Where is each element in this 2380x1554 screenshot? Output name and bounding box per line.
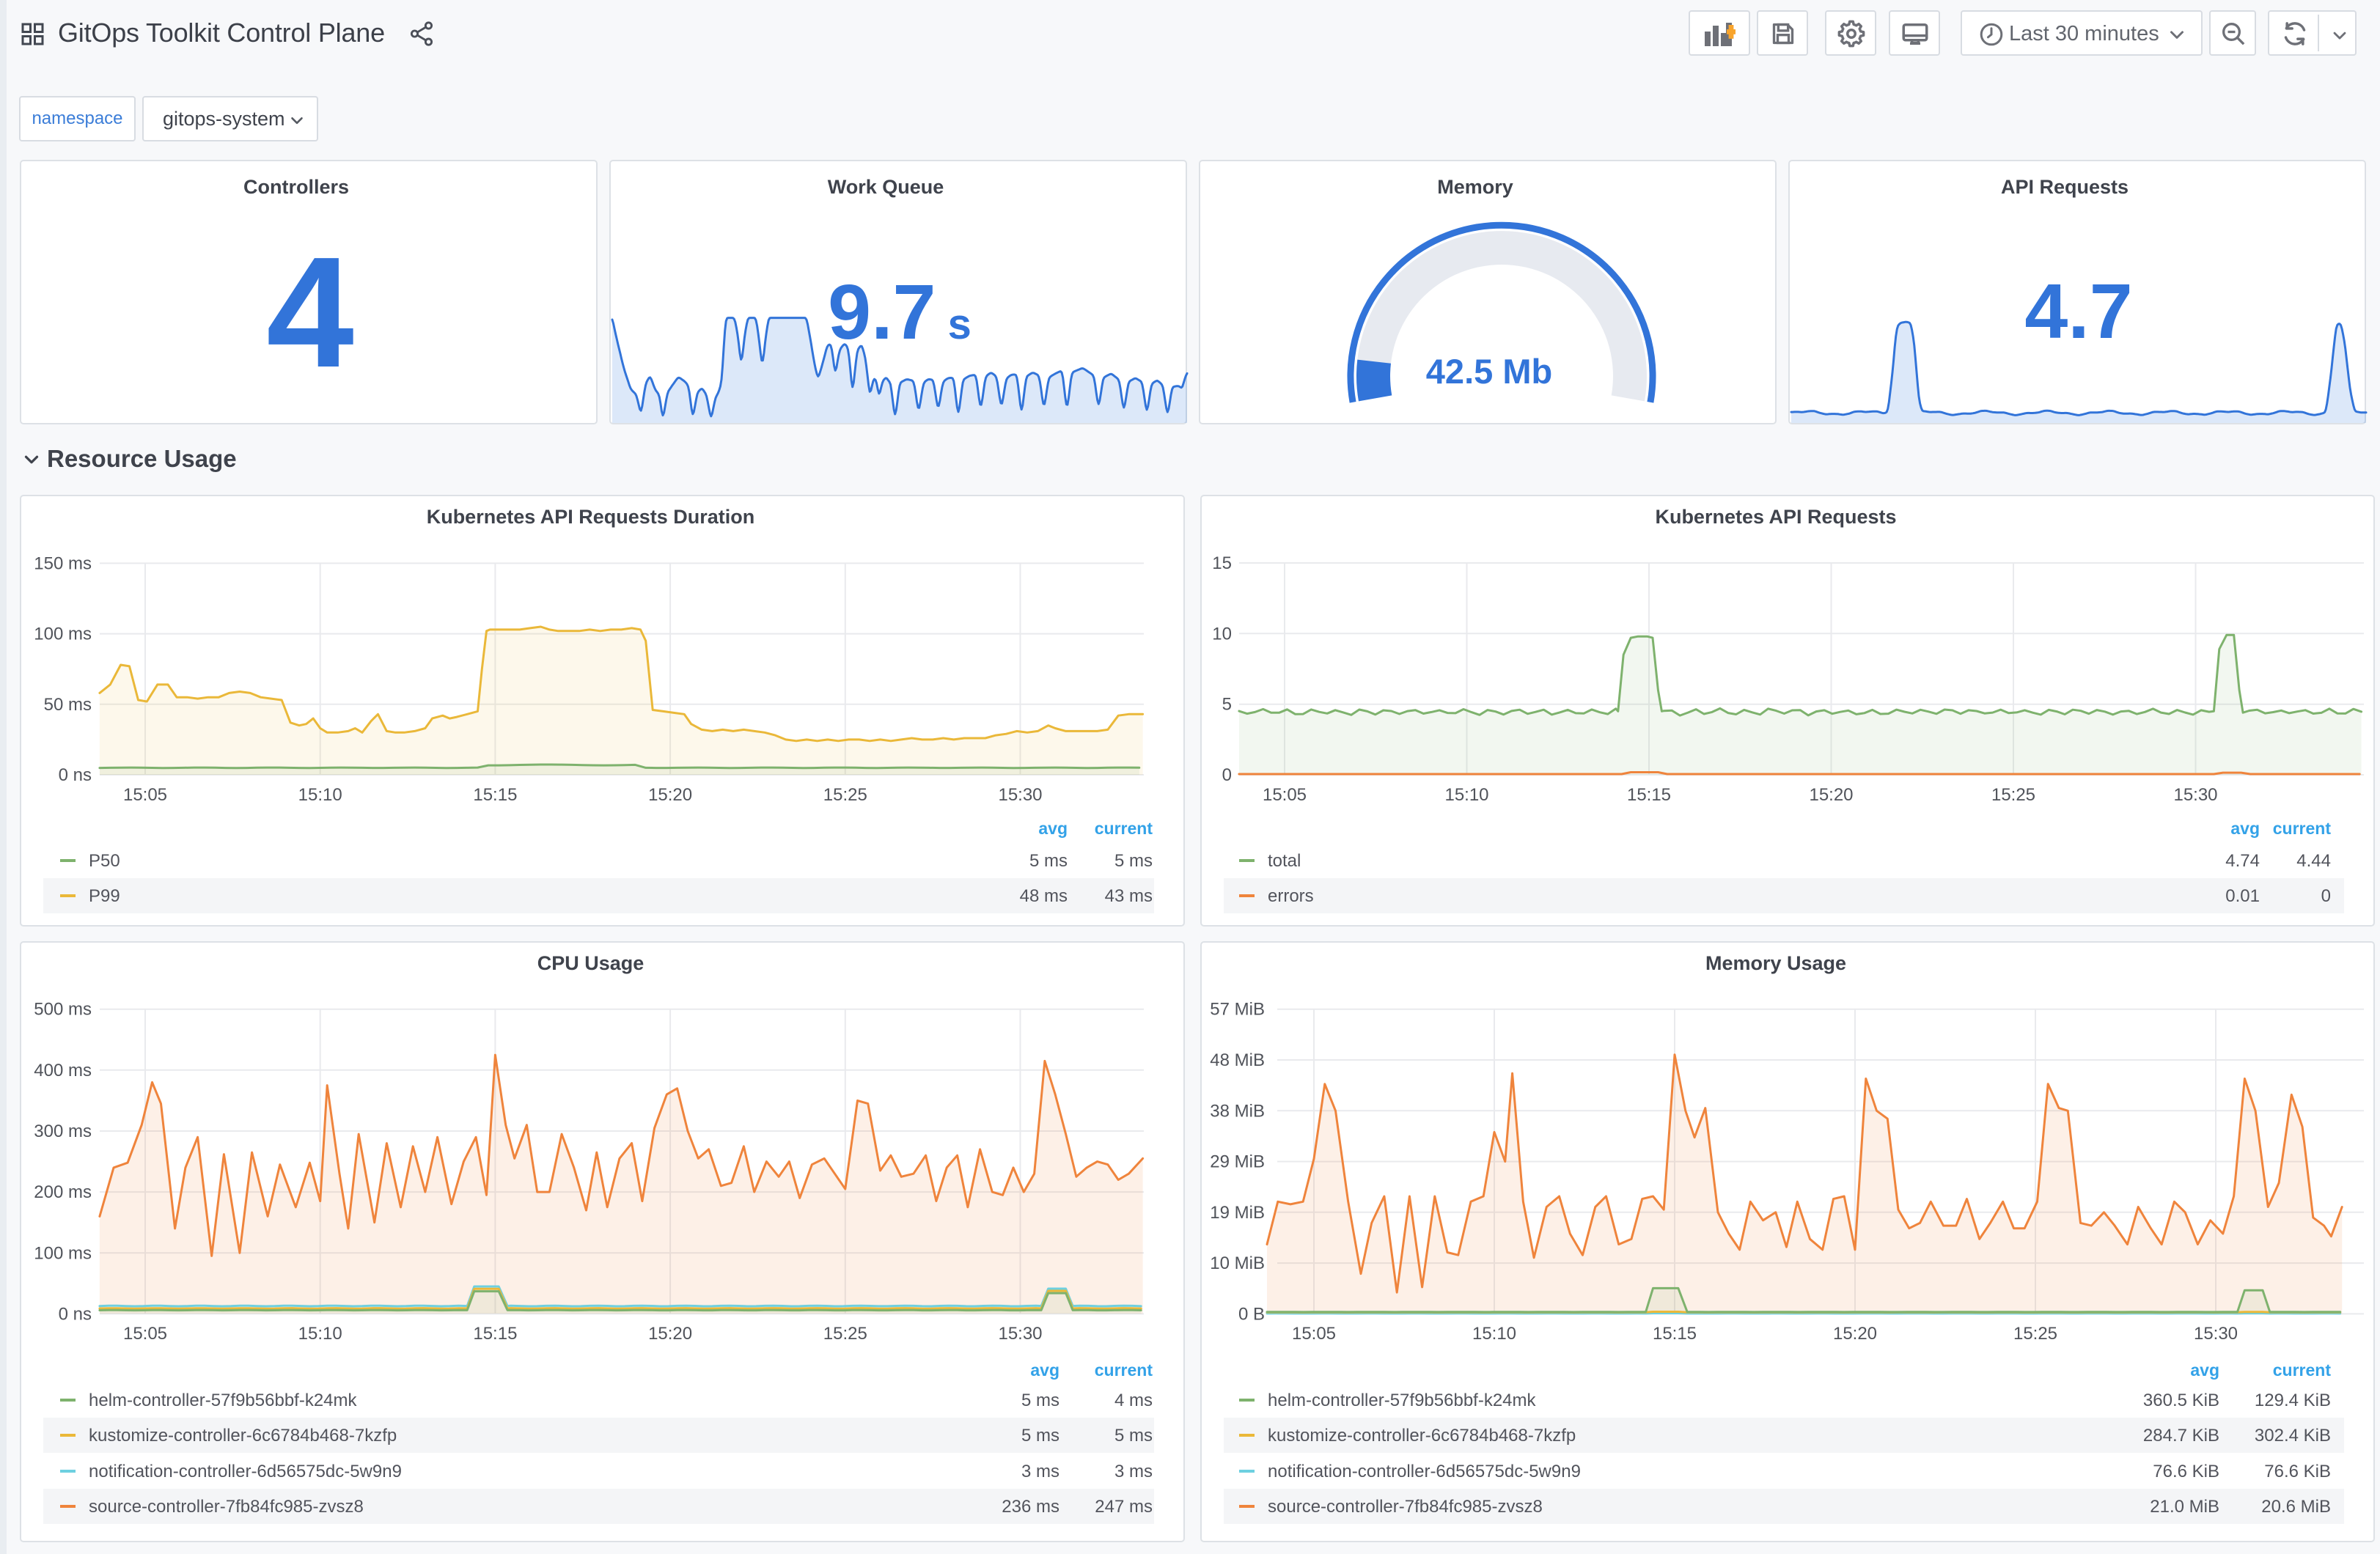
svg-text:50 ms: 50 ms — [44, 695, 92, 715]
svg-text:3 ms: 3 ms — [1021, 1462, 1059, 1481]
svg-text:Memory Usage: Memory Usage — [1705, 952, 1846, 974]
svg-text:200 ms: 200 ms — [34, 1182, 92, 1202]
svg-text:15:25: 15:25 — [1991, 785, 2035, 805]
svg-text:76.6 KiB: 76.6 KiB — [2153, 1462, 2219, 1481]
svg-text:avg: avg — [2230, 819, 2260, 838]
svg-text:236 ms: 236 ms — [1002, 1497, 1059, 1517]
svg-text:5 ms: 5 ms — [1114, 851, 1153, 871]
svg-text:P50: P50 — [89, 851, 120, 871]
svg-text:15:15: 15:15 — [1627, 785, 1671, 805]
svg-text:4 ms: 4 ms — [1114, 1391, 1153, 1410]
svg-text:15:15: 15:15 — [1653, 1324, 1697, 1344]
svg-text:4.44: 4.44 — [2296, 851, 2331, 871]
svg-text:current: current — [1095, 1360, 1153, 1380]
svg-text:notification-controller-6d5657: notification-controller-6d56575dc-5w9n9 — [89, 1462, 402, 1481]
svg-text:current: current — [2273, 1360, 2332, 1380]
svg-text:total: total — [1268, 851, 1301, 871]
svg-text:helm-controller-57f9b56bbf-k24: helm-controller-57f9b56bbf-k24mk — [89, 1391, 358, 1410]
svg-text:15:20: 15:20 — [1833, 1324, 1877, 1344]
svg-text:Kubernetes API Requests Durati: Kubernetes API Requests Duration — [427, 506, 755, 528]
svg-text:avg: avg — [1030, 1360, 1059, 1380]
svg-text:15:25: 15:25 — [2013, 1324, 2057, 1344]
svg-text:284.7 KiB: 284.7 KiB — [2143, 1426, 2219, 1446]
svg-text:kustomize-controller-6c6784b46: kustomize-controller-6c6784b468-7kzfp — [89, 1426, 397, 1446]
svg-text:5 ms: 5 ms — [1114, 1426, 1153, 1446]
svg-text:3 ms: 3 ms — [1114, 1462, 1153, 1481]
svg-text:15:05: 15:05 — [123, 785, 167, 805]
svg-text:Kubernetes API Requests: Kubernetes API Requests — [1655, 506, 1896, 528]
svg-text:48 MiB: 48 MiB — [1210, 1050, 1265, 1070]
svg-text:129.4 KiB: 129.4 KiB — [2255, 1391, 2331, 1410]
svg-text:15:30: 15:30 — [998, 1324, 1042, 1344]
svg-text:0: 0 — [2321, 886, 2331, 906]
svg-text:48 ms: 48 ms — [1020, 886, 1068, 906]
svg-text:15:10: 15:10 — [298, 1324, 342, 1344]
svg-text:helm-controller-57f9b56bbf-k24: helm-controller-57f9b56bbf-k24mk — [1268, 1391, 1537, 1410]
svg-text:302.4 KiB: 302.4 KiB — [2255, 1426, 2331, 1446]
svg-text:100 ms: 100 ms — [34, 1243, 92, 1263]
svg-text:15:10: 15:10 — [1472, 1324, 1516, 1344]
svg-text:43 ms: 43 ms — [1105, 886, 1153, 906]
svg-text:5 ms: 5 ms — [1021, 1426, 1059, 1446]
svg-text:400 ms: 400 ms — [34, 1061, 92, 1080]
svg-text:20.6 MiB: 20.6 MiB — [2261, 1497, 2331, 1517]
svg-text:19 MiB: 19 MiB — [1210, 1203, 1265, 1223]
svg-text:300 ms: 300 ms — [34, 1122, 92, 1141]
svg-text:5: 5 — [1222, 695, 1232, 715]
svg-text:15:25: 15:25 — [823, 785, 867, 805]
svg-text:57 MiB: 57 MiB — [1210, 1000, 1265, 1020]
svg-text:source-controller-7fb84fc985-z: source-controller-7fb84fc985-zvsz8 — [1268, 1497, 1543, 1517]
svg-text:5 ms: 5 ms — [1029, 851, 1068, 871]
svg-text:15:10: 15:10 — [298, 785, 342, 805]
svg-text:notification-controller-6d5657: notification-controller-6d56575dc-5w9n9 — [1268, 1462, 1581, 1481]
svg-text:15:05: 15:05 — [1292, 1324, 1336, 1344]
svg-text:5 ms: 5 ms — [1021, 1391, 1059, 1410]
svg-text:15:30: 15:30 — [2173, 785, 2217, 805]
svg-text:avg: avg — [2190, 1360, 2219, 1380]
svg-text:38 MiB: 38 MiB — [1210, 1101, 1265, 1121]
svg-text:247 ms: 247 ms — [1095, 1497, 1153, 1517]
svg-text:P99: P99 — [89, 886, 120, 906]
svg-text:150 ms: 150 ms — [34, 553, 92, 573]
svg-text:76.6 KiB: 76.6 KiB — [2264, 1462, 2331, 1481]
svg-text:15:20: 15:20 — [648, 1324, 692, 1344]
svg-text:100 ms: 100 ms — [34, 625, 92, 644]
svg-text:kustomize-controller-6c6784b46: kustomize-controller-6c6784b468-7kzfp — [1268, 1426, 1576, 1446]
svg-text:0: 0 — [1222, 765, 1232, 785]
svg-text:360.5 KiB: 360.5 KiB — [2143, 1391, 2219, 1410]
svg-text:15:15: 15:15 — [473, 785, 517, 805]
svg-text:15:10: 15:10 — [1444, 785, 1488, 805]
svg-text:15:30: 15:30 — [2194, 1324, 2238, 1344]
svg-text:15:25: 15:25 — [823, 1324, 867, 1344]
svg-text:current: current — [2273, 819, 2332, 838]
svg-text:source-controller-7fb84fc985-z: source-controller-7fb84fc985-zvsz8 — [89, 1497, 364, 1517]
svg-text:42.5 Mb: 42.5 Mb — [1426, 352, 1552, 391]
svg-text:0 ns: 0 ns — [59, 765, 92, 785]
svg-text:29 MiB: 29 MiB — [1210, 1152, 1265, 1172]
svg-text:avg: avg — [1038, 819, 1068, 838]
svg-text:15:30: 15:30 — [998, 785, 1042, 805]
svg-text:15:15: 15:15 — [473, 1324, 517, 1344]
svg-text:15:05: 15:05 — [1263, 785, 1307, 805]
svg-text:10: 10 — [1212, 624, 1232, 644]
svg-text:CPU Usage: CPU Usage — [537, 952, 644, 974]
svg-text:15:20: 15:20 — [1809, 785, 1853, 805]
svg-text:21.0 MiB: 21.0 MiB — [2150, 1497, 2219, 1517]
svg-text:15: 15 — [1212, 553, 1232, 573]
svg-text:0.01: 0.01 — [2225, 886, 2260, 906]
svg-text:15:20: 15:20 — [648, 785, 692, 805]
svg-text:0 B: 0 B — [1238, 1304, 1265, 1324]
svg-text:15:05: 15:05 — [123, 1324, 167, 1344]
svg-text:current: current — [1095, 819, 1153, 838]
svg-text:10 MiB: 10 MiB — [1210, 1253, 1265, 1273]
svg-text:0 ns: 0 ns — [59, 1304, 92, 1324]
svg-text:500 ms: 500 ms — [34, 1000, 92, 1020]
svg-text:errors: errors — [1268, 886, 1314, 906]
svg-text:4.74: 4.74 — [2225, 851, 2260, 871]
